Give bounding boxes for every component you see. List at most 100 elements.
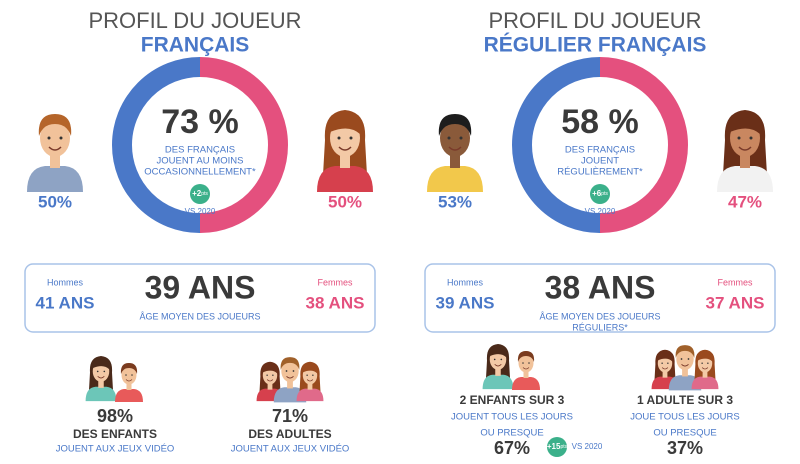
donut-text: RÉGULIÈREMENT* (557, 167, 643, 178)
hair (438, 114, 472, 136)
neck (126, 383, 132, 390)
donut-men (512, 57, 601, 233)
men-age-label: Hommes (447, 277, 484, 287)
shirt (717, 166, 773, 192)
eye (47, 136, 51, 140)
eye (285, 370, 288, 372)
head (440, 119, 470, 157)
neck (287, 380, 293, 389)
eye (680, 358, 683, 360)
man-figure (427, 114, 483, 192)
bangs (302, 365, 318, 374)
group-percent: 71% (272, 406, 308, 426)
badge-note: VS 2020 (572, 442, 603, 451)
panel-title: PROFIL DU JOUEUR (88, 8, 301, 33)
women-age: 38 ANS (306, 293, 365, 312)
woman-figure (85, 356, 117, 402)
bangs (262, 365, 278, 374)
donut-women (199, 57, 288, 233)
neck (740, 155, 750, 168)
smile (266, 379, 274, 382)
shirt (85, 386, 117, 402)
neck (682, 368, 688, 377)
eye (459, 136, 463, 140)
neck (523, 371, 529, 378)
group-headline: DES ADULTES (248, 427, 331, 441)
eye (312, 374, 314, 376)
neck (267, 383, 273, 390)
men-age-label: Hommes (47, 277, 84, 287)
badge-value: +15 (547, 442, 561, 451)
eye (528, 362, 530, 364)
badge-value: +2 (192, 189, 202, 198)
eye (266, 374, 268, 376)
smile (448, 146, 462, 151)
badge-text: +6pts (592, 189, 608, 198)
badge-text: +15pts (547, 442, 568, 451)
panel-subtitle: RÉGULIER FRANÇAIS (484, 34, 707, 57)
hair (120, 363, 138, 374)
group-text: JOUE TOUS LES JOURS (630, 412, 739, 423)
head (40, 119, 70, 157)
smile (522, 367, 530, 370)
eye (522, 362, 524, 364)
neck (340, 155, 350, 168)
eye (337, 136, 341, 140)
eye (96, 370, 99, 373)
eye (493, 358, 496, 361)
eye (272, 374, 274, 376)
smile (681, 363, 689, 367)
group-text: JOUENT AUX JEUX VIDÉO (231, 444, 350, 455)
bangs (657, 353, 673, 362)
badge-note: VS 2020 (185, 207, 216, 216)
bangs (92, 360, 110, 370)
woman-figure (717, 110, 773, 192)
panel-title: PROFIL DU JOUEUR (488, 8, 701, 33)
neck (50, 155, 60, 168)
eye (667, 362, 669, 364)
eye (500, 358, 503, 361)
neck (702, 371, 708, 378)
neck (307, 383, 313, 390)
women-age-label: Femmes (717, 277, 753, 287)
shirt (27, 166, 83, 192)
shirt (482, 374, 514, 390)
eye (103, 370, 106, 373)
badge-unit: pts (601, 191, 608, 197)
group-headline: 1 ADULTE SUR 3 (637, 393, 733, 407)
eye (349, 136, 353, 140)
donut-text: DES FRANÇAIS (165, 145, 235, 156)
smile (48, 146, 62, 151)
donut-text: JOUENT AU MOINS (157, 156, 244, 167)
eye (447, 136, 451, 140)
neck (495, 368, 501, 376)
bangs (330, 117, 360, 134)
smile (494, 364, 502, 367)
women-age-label: Femmes (317, 277, 353, 287)
hair (517, 351, 535, 362)
head (121, 365, 137, 385)
average-caption: ÂGE MOYEN DES JOUEURS (139, 311, 260, 321)
eye (707, 362, 709, 364)
shirt (512, 377, 540, 390)
head (518, 353, 534, 373)
badge-note: VS 2020 (585, 207, 616, 216)
neck (662, 371, 668, 378)
woman-figure (482, 344, 514, 390)
shirt (115, 389, 143, 402)
group-percent: 37% (667, 438, 703, 458)
women-age: 37 ANS (706, 293, 765, 312)
smile (738, 146, 752, 151)
smile (97, 376, 105, 379)
eye (292, 370, 295, 372)
badge (190, 184, 210, 204)
women-share: 47% (728, 192, 762, 211)
smile (661, 367, 669, 370)
men-age: 41 ANS (36, 293, 95, 312)
average-age: 38 ANS (545, 269, 656, 305)
head (676, 348, 694, 371)
smile (701, 367, 709, 370)
hair (38, 114, 72, 136)
woman-figure (296, 361, 324, 402)
